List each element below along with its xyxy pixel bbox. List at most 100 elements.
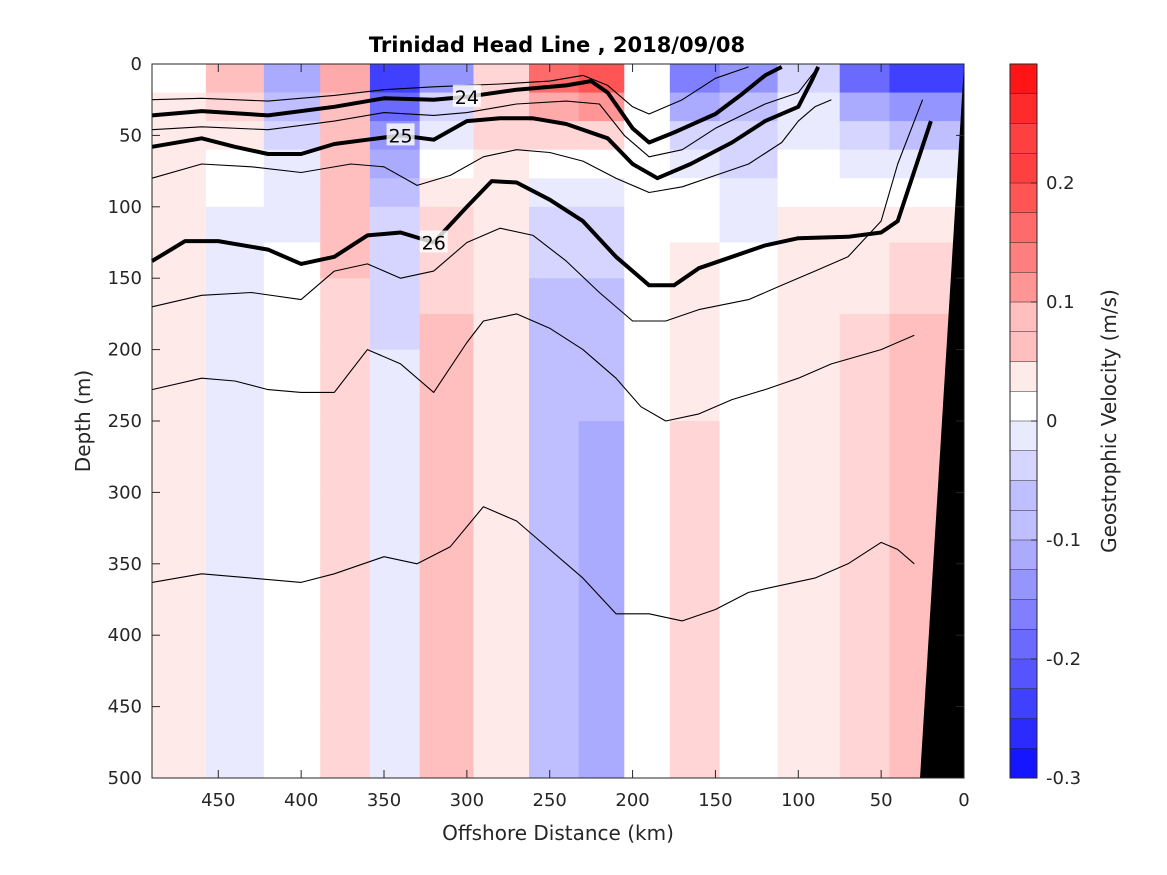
velocity-cell: [777, 563, 841, 636]
velocity-cell: [529, 242, 580, 279]
velocity-cell: [839, 278, 890, 315]
y-axis-ticks: 0 50 100 150 200 250 300 350 400 450 500: [108, 54, 964, 789]
velocity-cell: [205, 706, 265, 779]
velocity-cell: [263, 635, 321, 708]
velocity-cell: [152, 313, 207, 351]
velocity-cell: [473, 492, 530, 565]
contour-label: 26: [422, 233, 446, 255]
velocity-cell: [777, 492, 841, 565]
colorbar-swatch: [1010, 569, 1037, 600]
velocity-cell: [205, 92, 265, 122]
colorbar-swatch: [1010, 64, 1037, 95]
velocity-cell: [473, 421, 530, 493]
velocity-cell: [369, 313, 421, 351]
velocity-cell: [624, 64, 671, 94]
colorbar-swatch: [1010, 153, 1037, 184]
velocity-cell: [669, 313, 721, 351]
velocity-cell: [578, 563, 625, 636]
velocity-cell: [578, 149, 625, 179]
velocity-cell: [263, 349, 321, 422]
colorbar-swatch: [1010, 421, 1037, 452]
colorbar-swatch: [1010, 688, 1037, 719]
velocity-cell: [320, 421, 371, 493]
y-tick-label: 150: [108, 268, 142, 289]
velocity-cell: [369, 635, 421, 708]
velocity-cell: [719, 278, 779, 315]
velocity-cell: [473, 635, 530, 708]
velocity-cell: [777, 706, 841, 779]
velocity-cell: [839, 563, 890, 636]
x-axis-ticks: 450 400 350 300 250 200 150 100 50 0: [201, 64, 970, 811]
velocity-cell: [669, 206, 721, 243]
y-axis-label: Depth (m): [71, 370, 95, 472]
velocity-cell: [624, 349, 671, 422]
colorbar-tick-label: 0.2: [1046, 173, 1075, 194]
x-tick-label: 150: [698, 790, 732, 811]
colorbar-swatch: [1010, 302, 1037, 333]
velocity-cell: [719, 313, 779, 351]
velocity-cell: [152, 64, 207, 94]
y-tick-label: 200: [108, 340, 142, 361]
velocity-cell: [578, 635, 625, 708]
velocity-cell: [473, 206, 530, 243]
velocity-cell: [777, 349, 841, 422]
velocity-cell: [473, 242, 530, 279]
velocity-cell: [263, 313, 321, 351]
velocity-cell: [889, 64, 965, 94]
colorbar-swatch: [1010, 718, 1037, 749]
y-tick-label: 300: [108, 482, 142, 503]
velocity-cell: [839, 706, 890, 779]
velocity-cell: [263, 206, 321, 243]
x-tick-label: 0: [958, 790, 969, 811]
velocity-cell: [152, 706, 207, 779]
velocity-cell: [777, 242, 841, 279]
colorbar-swatch: [1010, 361, 1037, 392]
colorbar-swatch: [1010, 123, 1037, 154]
velocity-cell: [419, 563, 474, 636]
velocity-cell: [419, 178, 474, 208]
velocity-cell: [669, 178, 721, 208]
isopycnal-contours: 24 25 26: [150, 65, 933, 622]
velocity-cell: [419, 278, 474, 315]
contour-label: 25: [388, 125, 412, 147]
velocity-cell: [152, 349, 207, 422]
colorbar-swatch: [1010, 599, 1037, 630]
velocity-cell: [263, 64, 321, 94]
velocity-cell: [839, 92, 890, 122]
velocity-cell: [529, 635, 580, 708]
velocity-cell: [529, 706, 580, 779]
velocity-cell: [152, 206, 207, 243]
velocity-cell: [719, 242, 779, 279]
colorbar-tick-label: 0: [1046, 411, 1057, 432]
velocity-cell: [839, 64, 890, 94]
velocity-cell: [152, 178, 207, 208]
velocity-cell: [529, 421, 580, 493]
velocity-cell: [419, 149, 474, 179]
velocity-cell: [369, 149, 421, 179]
isopycnal-line: [151, 99, 924, 322]
x-tick-label: 350: [367, 790, 401, 811]
velocity-cell: [320, 313, 371, 351]
velocity-cell: [839, 121, 890, 151]
velocity-cell: [889, 92, 965, 122]
x-tick-label: 400: [284, 790, 318, 811]
velocity-cell: [473, 349, 530, 422]
isopycnal-line: [151, 66, 819, 158]
velocity-cell: [529, 149, 580, 179]
velocity-cell: [320, 492, 371, 565]
velocity-cell: [320, 278, 371, 315]
velocity-cell: [205, 421, 265, 493]
velocity-cell: [624, 206, 671, 243]
velocity-cell: [777, 313, 841, 351]
velocity-cell: [719, 178, 779, 208]
velocity-cell: [205, 635, 265, 708]
velocity-cell: [369, 349, 421, 422]
velocity-cell: [473, 313, 530, 351]
velocity-cell: [320, 149, 371, 179]
x-tick-label: 50: [870, 790, 893, 811]
velocity-cell: [205, 492, 265, 565]
isopycnal-line-bold: [151, 65, 783, 145]
colorbar-swatch: [1010, 212, 1037, 243]
velocity-cell: [263, 563, 321, 636]
velocity-cell: [263, 706, 321, 779]
